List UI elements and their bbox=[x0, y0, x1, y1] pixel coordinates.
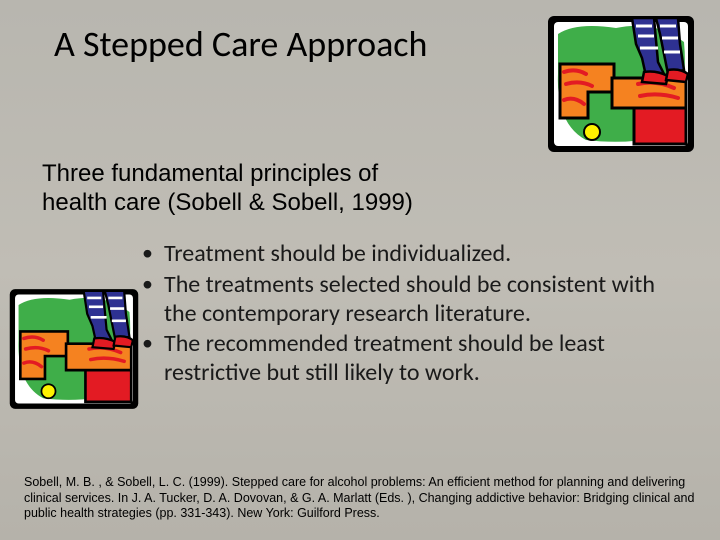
bullet-list: Treatment should be individualized. The … bbox=[142, 240, 682, 390]
slide: A Stepped Care Approach Three fundamenta… bbox=[0, 0, 720, 540]
slide-subtitle: Three fundamental principles of health c… bbox=[42, 160, 442, 218]
stairs-clipart-icon bbox=[8, 285, 140, 413]
slide-title: A Stepped Care Approach bbox=[54, 22, 427, 66]
stairs-clipart-icon bbox=[546, 14, 696, 154]
bullet-item: The treatments selected should be consis… bbox=[142, 271, 682, 329]
citation-text: Sobell, M. B. , & Sobell, L. C. (1999). … bbox=[24, 475, 696, 522]
bullet-item: The recommended treatment should be leas… bbox=[142, 330, 682, 388]
bullet-item: Treatment should be individualized. bbox=[142, 240, 682, 269]
